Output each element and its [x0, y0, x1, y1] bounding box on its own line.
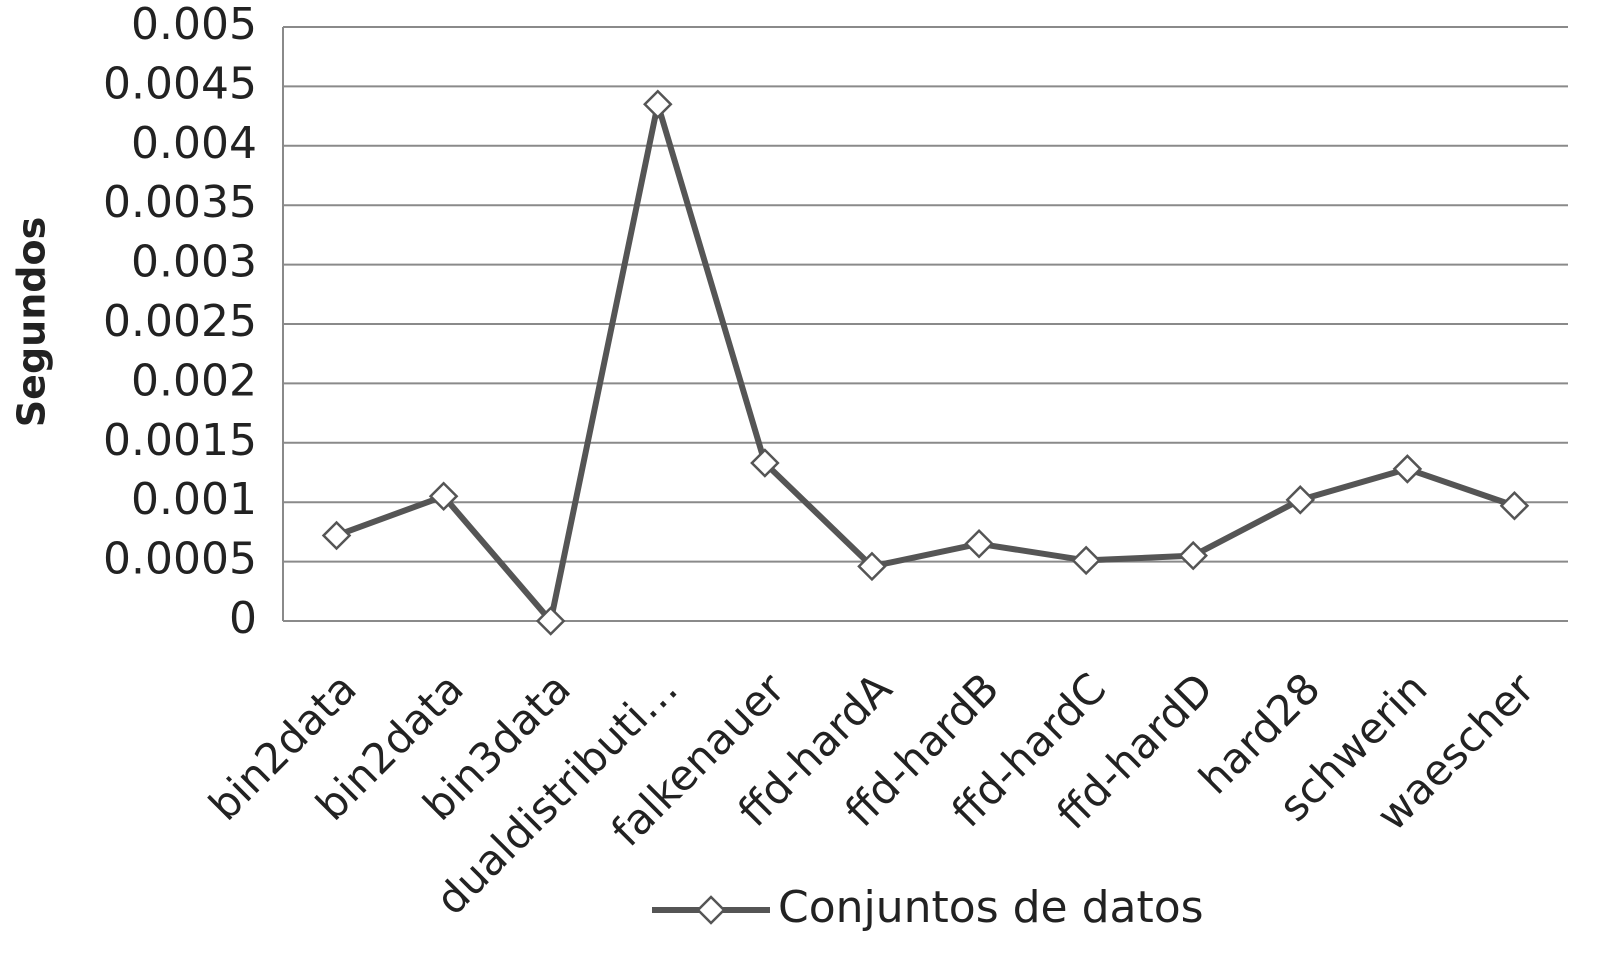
point-marker: [428, 481, 459, 512]
y-tick-label: 0.0015: [103, 415, 257, 466]
point-marker: [964, 529, 994, 559]
y-tick-label: 0.002: [131, 355, 257, 406]
point-marker: [321, 520, 352, 551]
point-marker: [750, 448, 780, 478]
y-tick-label: 0.0025: [103, 296, 257, 347]
point-marker: [1178, 540, 1208, 571]
y-tick-label: 0.005: [131, 0, 257, 50]
point-marker: [1392, 454, 1423, 484]
y-tick-label: 0.004: [131, 118, 257, 169]
y-tick-label: 0.003: [131, 237, 257, 288]
y-axis-title: Segundos: [10, 217, 54, 427]
point-marker: [1071, 545, 1101, 576]
y-tick-label: 0: [229, 593, 257, 644]
point-marker: [1499, 490, 1530, 521]
series-line: [335, 101, 1516, 624]
legend-label: Conjuntos de datos: [778, 882, 1204, 933]
point-marker: [643, 89, 673, 119]
y-tick-label: 0.0005: [103, 534, 257, 585]
y-tick-label: 0.001: [131, 474, 257, 525]
point-marker: [1285, 485, 1316, 515]
y-tick-label: 0.0035: [103, 177, 257, 228]
point-marker: [535, 606, 566, 636]
point-marker: [857, 551, 887, 582]
legend-marker: [696, 895, 726, 925]
y-tick-label: 0.0045: [103, 58, 257, 109]
